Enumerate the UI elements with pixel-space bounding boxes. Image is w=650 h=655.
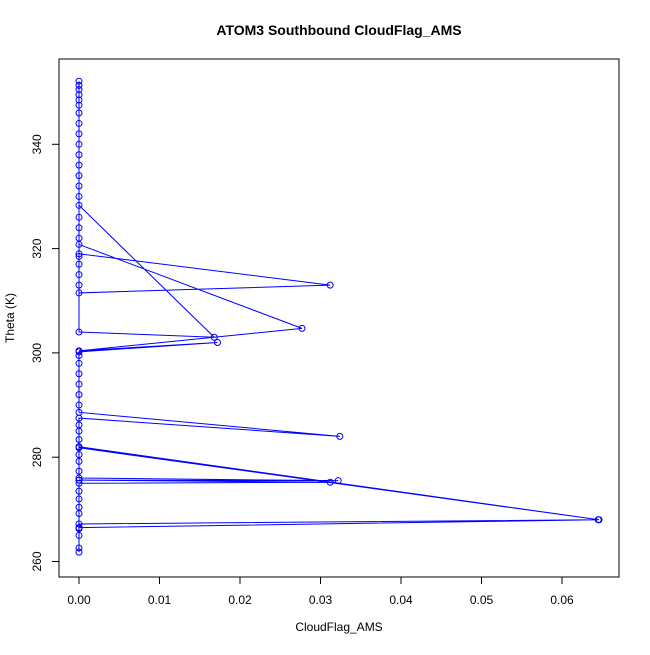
data-point [75,380,83,388]
data-point [213,338,221,346]
data-point [326,281,334,289]
data-point [75,289,83,297]
data-point [75,271,83,279]
data-point [75,81,83,89]
data-point [75,234,83,242]
data-point [210,333,218,341]
data-point [75,443,83,451]
data-point [75,172,83,180]
data-point [75,281,83,289]
series-group [75,77,603,556]
data-point [75,347,83,355]
x-tick-label: 0.05 [470,593,494,607]
data-point [334,477,342,485]
data-point [75,130,83,138]
data-point [75,435,83,443]
data-point [75,548,83,556]
data-point [75,520,83,528]
data-point [75,86,83,94]
x-tick-label: 0.06 [550,593,574,607]
data-point [75,467,83,475]
data-point [75,101,83,109]
data-point [75,391,83,399]
data-point [75,192,83,200]
data-point [75,457,83,465]
data-point [326,478,334,486]
x-tick-label: 0.00 [67,593,91,607]
data-point [75,109,83,117]
data-point [75,474,83,482]
data-point [75,182,83,190]
data-point [75,479,83,487]
x-tick-label: 0.02 [228,593,252,607]
data-point [75,451,83,459]
series-line [78,81,600,553]
data-point [75,91,83,99]
y-tick-label: 340 [30,134,44,154]
data-point [75,352,83,360]
data-point [75,503,83,511]
data-point [75,476,83,484]
y-axis: 260 280 300 320 340 [30,134,60,572]
data-point [75,421,83,429]
data-point [75,401,83,409]
data-point [75,77,83,85]
data-point [75,524,83,532]
data-point [75,151,83,159]
x-tick-label: 0.04 [389,593,413,607]
data-point [75,260,83,268]
x-tick-label: 0.03 [309,593,333,607]
x-tick-label: 0.01 [148,593,172,607]
plot-frame [58,58,620,578]
data-point [298,324,306,332]
data-point [75,201,83,209]
data-point [595,516,603,524]
data-point [75,213,83,221]
chart-title: ATOM3 Southbound CloudFlag_AMS [216,22,461,38]
data-point [75,224,83,232]
x-axis-label: CloudFlag_AMS [295,620,382,634]
data-point [75,161,83,169]
data-point [75,119,83,127]
data-point [75,328,83,336]
data-point [75,370,83,378]
y-tick-label: 280 [30,447,44,467]
data-point [75,140,83,148]
y-tick-label: 300 [30,343,44,363]
data-point [336,432,344,440]
data-point [75,408,83,416]
data-point [75,544,83,552]
data-point [75,250,83,258]
x-axis: 0.00 0.01 0.02 0.03 0.04 0.05 0.06 [67,576,574,607]
y-tick-label: 260 [30,551,44,571]
data-point [75,495,83,503]
data-point [75,531,83,539]
data-point [75,96,83,104]
y-tick-label: 320 [30,238,44,258]
data-point [75,359,83,367]
data-point [75,252,83,260]
y-axis-label: Theta (K) [3,293,17,343]
data-point [75,487,83,495]
